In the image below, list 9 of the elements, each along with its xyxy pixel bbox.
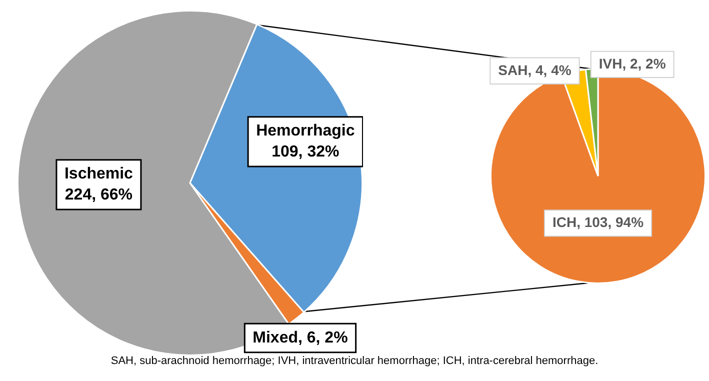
data-label: 109, 32% xyxy=(272,143,340,160)
slice-label: Hemorrhagic xyxy=(256,122,355,140)
slice-label: SAH, 4, 4% xyxy=(498,62,572,78)
data-label: 224, 66% xyxy=(64,186,133,204)
text: SAH, sub-arachnoid hemorrhage; IVH, intraventricular hemorrhage; ICH, intra-cerebral hemorrhage. xyxy=(110,355,600,367)
slice-label: Ischemic xyxy=(64,166,134,183)
slice-label: IVH, 2, 2% xyxy=(598,55,666,72)
slice-label: Mixed, 6, 2% xyxy=(252,329,348,346)
slice-label: ICH, 103, 94% xyxy=(552,214,644,230)
